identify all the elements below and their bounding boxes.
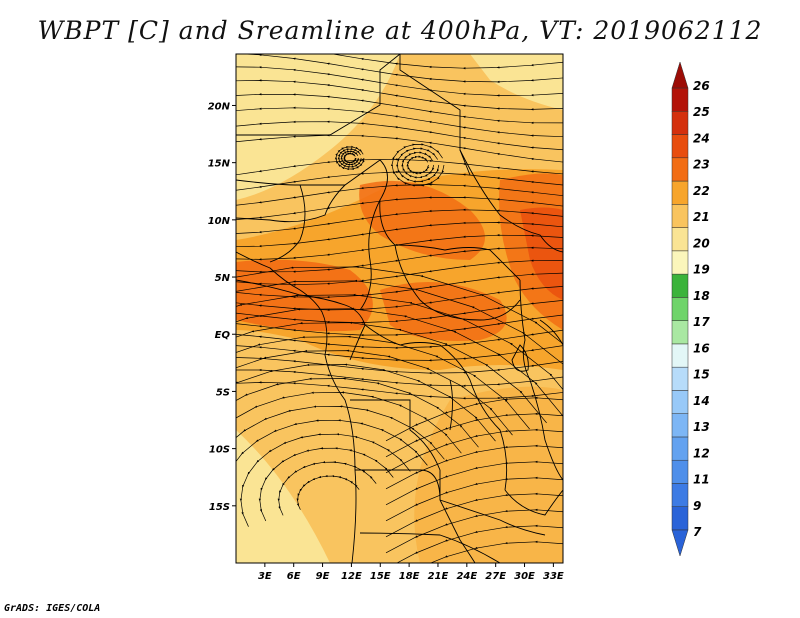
streamline xyxy=(343,152,357,164)
colorbar-label: 20 xyxy=(693,236,710,250)
lat-tick-label: 15S xyxy=(209,502,230,513)
colorbar-swatch xyxy=(671,204,689,228)
streamline xyxy=(236,265,563,550)
colorbar-swatch xyxy=(671,343,689,368)
wbpt-field xyxy=(236,54,563,563)
colorbar-label: 11 xyxy=(693,473,710,487)
colorbar-label: 23 xyxy=(693,158,710,172)
lat-tick-label: EQ xyxy=(215,330,231,341)
colorbar-label: 16 xyxy=(693,341,710,355)
lat-tick-label: 10S xyxy=(209,445,230,456)
colorbar-swatch xyxy=(671,250,689,275)
streamline xyxy=(236,134,563,163)
lat-tick-label: 20N xyxy=(208,101,231,112)
colorbar-label: 26 xyxy=(693,79,710,93)
colorbar-label: 24 xyxy=(693,131,710,145)
lat-tick-label: 10N xyxy=(208,216,231,227)
colorbar-label: 22 xyxy=(693,184,710,198)
colorbar-label: 25 xyxy=(693,105,710,119)
colorbar-swatch xyxy=(671,506,689,531)
colorbar-swatch xyxy=(671,157,689,182)
colorbar-label: 19 xyxy=(693,263,710,277)
streamline xyxy=(396,147,440,183)
chart-title: WBPT [C] and Sreamline at 400hPa, VT: 20… xyxy=(37,16,763,45)
lon-tick-label: 12E xyxy=(341,571,362,582)
map-frame xyxy=(235,53,564,564)
colorbar-swatch xyxy=(671,180,689,205)
colorbar-under-arrow xyxy=(671,529,689,557)
colorbar-label: 18 xyxy=(693,289,710,303)
axis-ticks: 3E 6E 9E 12E 15E 18E 21E 24E 27E 30E 33E 20N 15N 10N 5… xyxy=(208,101,564,582)
lon-tick-label: 33E xyxy=(543,571,564,582)
streamline xyxy=(406,155,430,175)
colorbar-swatch xyxy=(671,459,689,484)
lon-tick-label: 27E xyxy=(485,571,506,582)
streamline xyxy=(401,151,435,179)
colorbar-label: 9 xyxy=(693,499,701,513)
lon-tick-label: 24E xyxy=(456,571,477,582)
colorbar-swatch xyxy=(671,87,689,112)
streamlines xyxy=(236,54,563,563)
streamline xyxy=(414,540,563,563)
lat-tick-label: 15N xyxy=(208,159,231,170)
colorbar-swatch xyxy=(671,111,689,135)
colorbar-swatch xyxy=(671,227,689,252)
colorbar-swatch xyxy=(671,483,689,507)
lon-tick-label: 21E xyxy=(428,571,449,582)
credit-label: GrADS: IGES/COLA xyxy=(4,603,101,614)
colorbar-swatch xyxy=(671,134,689,159)
colorbar-label: 17 xyxy=(693,315,710,329)
lat-tick-label: 5N xyxy=(215,273,231,284)
lon-tick-label: 18E xyxy=(399,571,420,582)
colorbar-label: 7 xyxy=(693,525,702,539)
lat-tick-label: 5S xyxy=(216,387,230,398)
colorbar-swatch xyxy=(671,436,689,461)
lon-tick-label: 30E xyxy=(514,571,535,582)
lon-tick-label: 3E xyxy=(258,571,272,582)
lon-tick-label: 15E xyxy=(370,571,391,582)
colorbar-label: 13 xyxy=(693,420,710,434)
colorbar-label: 21 xyxy=(693,210,710,224)
colorbar-swatch xyxy=(671,366,689,391)
colorbar-swatch xyxy=(671,413,689,438)
lon-tick-label: 6E xyxy=(287,571,301,582)
colorbar-label: 12 xyxy=(693,446,710,460)
colorbar-swatch xyxy=(671,273,689,298)
lon-tick-label: 9E xyxy=(316,571,330,582)
colorbar: 7 9 11 12 13 14 15 16 17 18 19 20 21 22 23 24 25 26 xyxy=(671,61,710,557)
colorbar-over-arrow xyxy=(671,61,689,89)
colorbar-swatch xyxy=(671,320,689,345)
colorbar-swatch xyxy=(671,297,689,321)
colorbar-swatch xyxy=(671,390,689,414)
colorbar-label: 15 xyxy=(693,368,710,382)
colorbar-label: 14 xyxy=(693,394,710,408)
